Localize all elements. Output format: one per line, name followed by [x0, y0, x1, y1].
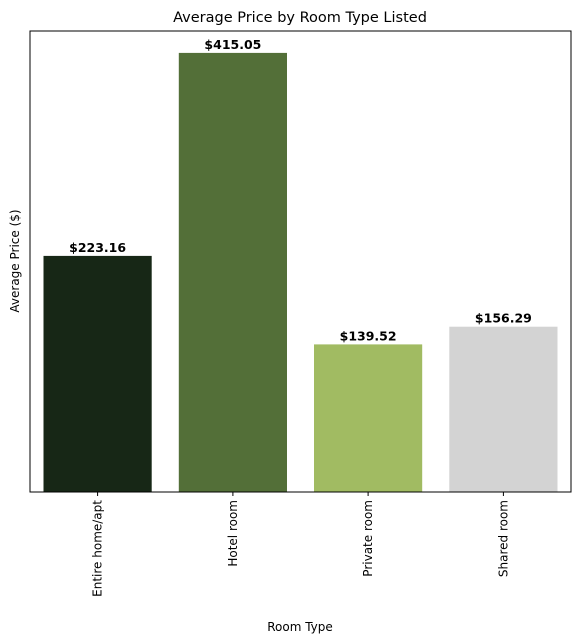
data-label: $139.52: [340, 328, 397, 343]
plot-area-frame: [29, 30, 572, 493]
x-axis-label: Room Type: [267, 620, 333, 634]
data-label: $156.29: [475, 311, 532, 326]
bar-entire-home-apt: [43, 255, 152, 492]
bar-shared-room: [449, 326, 558, 492]
x-tick-label: Private room: [361, 500, 375, 577]
bar-private-room: [314, 344, 423, 492]
x-tick-label: Entire home/apt: [91, 500, 105, 597]
data-label: $223.16: [69, 240, 126, 255]
bar-hotel-room: [178, 52, 287, 493]
x-tick-label: Hotel room: [226, 500, 240, 567]
value-labels-group: $223.16 $415.05 $139.52 $156.29: [69, 37, 532, 343]
x-tick-label: Shared room: [496, 500, 510, 577]
y-axis-label: Average Price ($): [8, 209, 22, 312]
bars-group: [43, 52, 558, 493]
x-axis-ticks: Entire home/apt Hotel room Private room Sha…: [91, 492, 510, 597]
chart-title: Average Price by Room Type Listed: [173, 10, 427, 26]
data-label: $415.05: [204, 37, 261, 52]
